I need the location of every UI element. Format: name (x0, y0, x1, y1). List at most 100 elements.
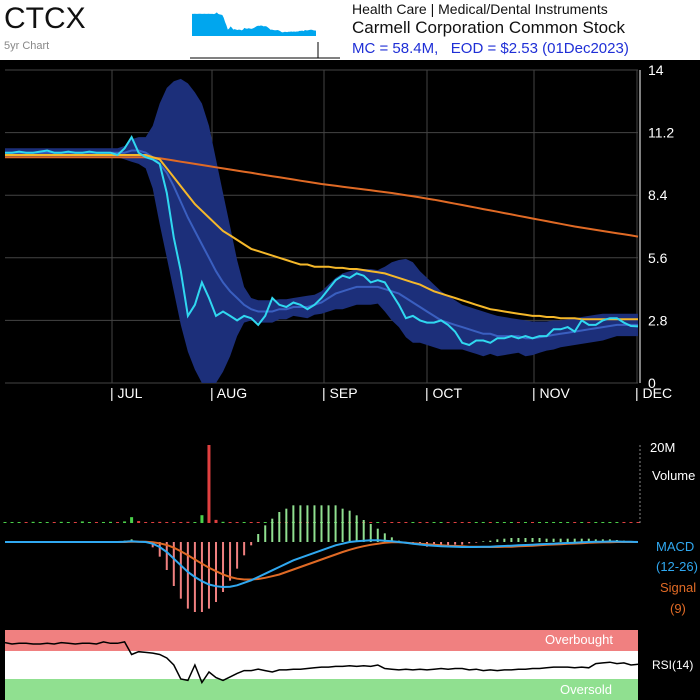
rsi-line (4, 641, 639, 685)
price-x-axis: | JUL | AUG | SEP | OCT | NOV | DEC (110, 385, 672, 401)
sector-label: Health Care | Medical/Dental Instruments (352, 1, 608, 17)
volume-bar (17, 522, 21, 523)
eod-price-label: EOD = $2.53 (01Dec2023) (450, 40, 629, 57)
volume-bar (151, 522, 155, 523)
volume-bar (66, 522, 70, 523)
price-x-tick-label: | OCT (425, 385, 463, 401)
volume-bar (523, 522, 527, 523)
price-y-tick-label: 14 (648, 62, 664, 78)
volume-bar (242, 522, 246, 523)
volume-bar (31, 521, 35, 523)
volume-bar (573, 522, 577, 523)
volume-bar (636, 522, 640, 523)
volume-bar (467, 522, 471, 523)
volume-bar (172, 522, 176, 523)
bollinger-band (5, 78, 638, 384)
volume-bar (228, 522, 232, 523)
volume-bar (137, 521, 141, 523)
volume-bar (73, 522, 77, 523)
volume-bar (629, 522, 633, 523)
volume-bar (502, 522, 506, 523)
volume-bar (608, 522, 612, 523)
volume-bar (376, 522, 380, 523)
volume-bar (545, 522, 549, 523)
price-x-tick-label: | JUL (110, 385, 143, 401)
price-y-tick-label: 5.6 (648, 250, 668, 266)
volume-bar (594, 522, 598, 523)
macd-line (5, 539, 639, 589)
price-y-tick-label: 2.8 (648, 312, 668, 328)
volume-bar (87, 522, 91, 523)
volume-bar (130, 517, 134, 523)
volume-bar (509, 522, 513, 523)
price-x-tick-label: | SEP (322, 385, 358, 401)
volume-bar (411, 522, 415, 523)
volume-bar (193, 522, 197, 523)
volume-bar (615, 522, 619, 523)
volume-bar (495, 522, 499, 523)
price-x-tick-label: | DEC (635, 385, 672, 401)
volume-bar (538, 522, 542, 523)
volume-bar (235, 522, 239, 523)
company-name: Carmell Corporation Common Stock (352, 18, 626, 37)
volume-bar (179, 522, 183, 523)
volume-bar (101, 522, 105, 523)
macd-params-label: (12-26) (656, 559, 698, 574)
price-y-axis: 14 11.2 8.4 5.6 2.8 0 (639, 62, 674, 391)
volume-bar (446, 522, 450, 523)
volume-bar (439, 522, 443, 523)
rsi-oversold-band (5, 679, 638, 700)
volume-bar (432, 522, 436, 523)
volume-bar (263, 522, 267, 523)
volume-bar (418, 522, 422, 523)
volume-bar (52, 522, 56, 523)
volume-bar (425, 522, 429, 523)
volume-bar (552, 522, 556, 523)
five-year-sparkline (190, 12, 340, 59)
price-y-tick-label: 8.4 (648, 187, 668, 203)
volume-bar (144, 522, 148, 523)
rsi-legend-label: RSI(14) (652, 658, 693, 672)
volume-bar (3, 522, 7, 523)
price-y-tick-label: 0 (648, 375, 656, 391)
volume-bar (397, 522, 401, 523)
price-line (5, 134, 639, 347)
volume-bar (369, 522, 373, 523)
ticker-symbol: CTCX (4, 2, 86, 35)
price-x-tick-label: | NOV (532, 385, 571, 401)
volume-bar (24, 522, 28, 523)
volume-bar (123, 521, 127, 523)
volume-bar (186, 521, 190, 523)
volume-bar (165, 522, 169, 523)
fast-moving-average-line (5, 154, 638, 321)
price-y-tick-label: 11.2 (648, 125, 674, 141)
volume-label: Volume (652, 468, 695, 483)
volume-panel: 20M Volume (3, 440, 695, 525)
signal-legend-label: Signal (660, 580, 696, 595)
volume-bar (580, 522, 584, 523)
slow-moving-average-line (5, 156, 639, 238)
volume-bar (214, 519, 218, 523)
volume-bar (249, 522, 253, 523)
volume-bar (390, 522, 394, 523)
volume-bar (404, 522, 408, 523)
macd-panel: MACD (12-26) Signal (9) (5, 505, 698, 616)
volume-bar (109, 521, 112, 523)
volume-bar (559, 522, 563, 523)
volume-bar (116, 522, 120, 523)
volume-bar (516, 522, 520, 523)
signal-params-label: (9) (670, 601, 686, 616)
market-stats: MC = 58.4M, EOD = $2.53 (01Dec2023) (352, 40, 629, 57)
volume-bar (256, 522, 260, 523)
volume-bar (38, 522, 42, 523)
volume-bar (474, 522, 478, 523)
volume-bar (531, 522, 534, 523)
volume-bar (45, 522, 49, 523)
stock-chart: 14 11.2 8.4 5.6 2.8 0 | JUL | AUG | SEP | OCT | N… (0, 60, 700, 700)
rsi-overbought-band (5, 630, 638, 651)
volume-bar (481, 522, 485, 523)
volume-bar (94, 522, 98, 523)
volume-bar (488, 522, 492, 523)
volume-bar (80, 521, 84, 523)
volume-bar (587, 522, 591, 523)
